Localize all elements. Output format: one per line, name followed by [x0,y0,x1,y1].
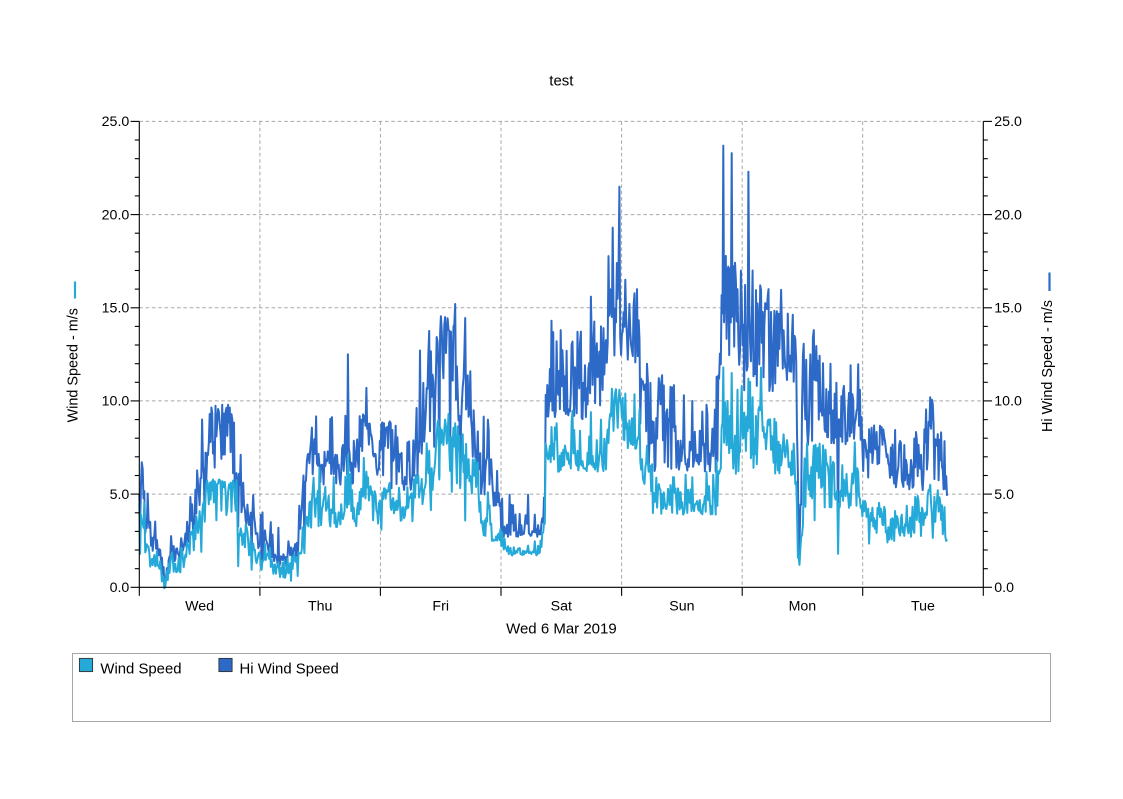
svg-text:Wind Speed: Wind Speed [100,661,181,677]
svg-text:10.0: 10.0 [994,394,1022,410]
svg-text:20.0: 20.0 [994,207,1022,223]
svg-text:20.0: 20.0 [102,207,130,223]
svg-text:25.0: 25.0 [994,114,1022,130]
svg-text:0.0: 0.0 [110,580,130,596]
svg-text:Tue: Tue [911,599,935,615]
svg-text:Wed: Wed [185,599,214,615]
svg-text:Fri: Fri [432,599,449,615]
svg-text:10.0: 10.0 [102,394,130,410]
svg-text:15.0: 15.0 [102,301,130,317]
svg-text:Mon: Mon [789,599,817,615]
svg-text:15.0: 15.0 [994,301,1022,317]
svg-text:Hi Wind Speed: Hi Wind Speed [240,661,339,677]
svg-text:Hi Wind Speed - m/s: Hi Wind Speed - m/s [1040,300,1056,432]
svg-text:Sat: Sat [551,599,572,615]
svg-text:25.0: 25.0 [102,114,130,130]
svg-text:0.0: 0.0 [994,580,1014,596]
svg-text:Thu: Thu [308,599,332,615]
svg-text:5.0: 5.0 [110,487,130,503]
svg-text:5.0: 5.0 [994,487,1014,503]
svg-text:Sun: Sun [669,599,694,615]
svg-text:Wind Speed - m/s: Wind Speed - m/s [65,308,81,422]
svg-text:Wed 6 Mar 2019: Wed 6 Mar 2019 [506,621,617,638]
svg-text:test: test [549,73,574,90]
